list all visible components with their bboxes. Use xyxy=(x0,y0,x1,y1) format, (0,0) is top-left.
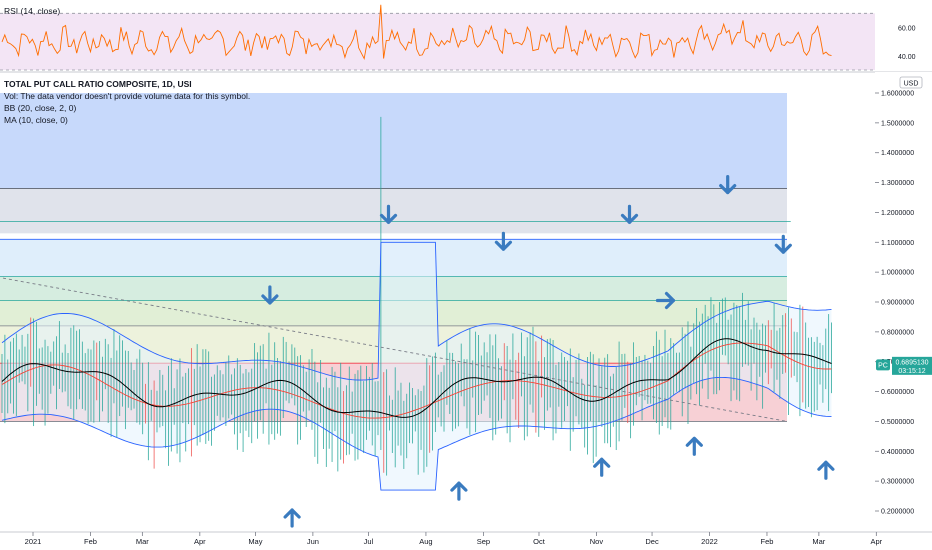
arrow-shape xyxy=(261,285,279,305)
right-arrow-icon xyxy=(655,291,676,310)
last-price-value: 0.6895130 xyxy=(895,359,928,366)
y-tick-label: 0.6000000 xyxy=(881,389,914,396)
y-tick-label: 1.1000000 xyxy=(881,240,914,247)
time-axis[interactable]: 2021 Feb Mar Apr May Jun Jul Aug Sep Oct Nov Dec 202… xyxy=(0,531,932,550)
up-arrow-icon xyxy=(593,457,611,477)
y-tick-label: 1.6000000 xyxy=(881,91,914,98)
y-tick-label: 0.9000000 xyxy=(881,300,914,307)
x-tick-label: Sep xyxy=(477,537,490,546)
red-average-line xyxy=(1,342,832,419)
dashed-trendline xyxy=(2,277,788,422)
down-arrow-icon xyxy=(774,234,792,254)
arrow-shape xyxy=(685,436,703,456)
arrow-shape xyxy=(655,291,676,310)
y-tick-label: 0.4000000 xyxy=(881,449,914,456)
down-arrow-icon xyxy=(379,204,398,224)
last-price-tag: PC 0.6895130 03:15:12 xyxy=(876,356,932,375)
price-tag-label: PC xyxy=(878,362,888,369)
x-tick-label: Oct xyxy=(533,537,546,546)
y-tick-label: 1.0000000 xyxy=(881,270,914,277)
bollinger-label: BB (20, close, 2, 0) xyxy=(4,103,77,113)
y-tick-label: 0.5000000 xyxy=(881,419,914,426)
down-arrow-icon xyxy=(620,204,639,224)
x-tick-label: Mar xyxy=(812,537,825,546)
down-arrow-icon xyxy=(494,231,512,251)
x-tick-label: Jun xyxy=(307,537,319,546)
y-tick-label: 1.2000000 xyxy=(881,210,914,217)
x-tick-label: 2022 xyxy=(701,537,718,546)
y-tick-label: 0.8000000 xyxy=(881,329,914,336)
ratio-bars xyxy=(1,116,832,476)
arrow-shape xyxy=(817,460,835,480)
shaded-zone xyxy=(0,93,788,189)
rsi-tick-label: 60.00 xyxy=(898,26,916,33)
x-tick-label: 2021 xyxy=(25,537,42,546)
x-tick-label: Nov xyxy=(590,537,604,546)
x-tick-label: Dec xyxy=(645,537,659,546)
y-tick-label: 0.2000000 xyxy=(881,509,914,516)
y-tick-label: 1.4000000 xyxy=(881,150,914,157)
currency-label[interactable]: USD xyxy=(904,81,919,88)
annotation-arrows xyxy=(261,175,835,528)
rsi-band xyxy=(0,13,875,71)
x-tick-label: Aug xyxy=(419,537,432,546)
down-arrow-icon xyxy=(719,175,737,195)
arrow-shape xyxy=(620,204,639,224)
y-tick-label: 1.5000000 xyxy=(881,120,914,127)
rsi-series-line xyxy=(1,4,832,60)
arrow-shape xyxy=(379,204,398,224)
volume-note: Vol: The data vendor doesn't provide vol… xyxy=(4,91,251,101)
price-axis[interactable]: 1.6000000 1.5000000 1.4000000 1.3000000 1.20… xyxy=(875,72,932,532)
arrow-shape xyxy=(774,234,792,254)
y-tick-label: 0.3000000 xyxy=(881,479,914,486)
x-tick-label: May xyxy=(248,537,262,546)
down-arrow-icon xyxy=(261,285,279,305)
arrow-shape xyxy=(450,481,468,501)
bollinger-upper-line xyxy=(1,241,832,381)
arrow-shape xyxy=(593,457,611,477)
x-tick-label: Apr xyxy=(194,537,206,546)
x-tick-label: Feb xyxy=(760,537,773,546)
arrow-shape xyxy=(494,231,512,251)
arrow-shape xyxy=(283,508,301,528)
rsi-title: RSI (14, close) xyxy=(4,6,61,16)
up-arrow-icon xyxy=(450,481,468,501)
shaded-zone xyxy=(0,188,788,234)
up-arrow-icon xyxy=(685,436,703,456)
up-arrow-icon xyxy=(817,460,835,480)
x-tick-label: Feb xyxy=(84,537,97,546)
last-price-countdown: 03:15:12 xyxy=(898,368,925,375)
moving-average-line xyxy=(1,338,832,418)
bollinger-band-fill xyxy=(2,242,832,491)
rsi-tick-label: 40.00 xyxy=(898,54,916,61)
x-tick-label: Mar xyxy=(136,537,149,546)
up-arrow-icon xyxy=(283,508,301,528)
chart-title: TOTAL PUT CALL RATIO COMPOSITE, 1D, USI xyxy=(4,79,192,89)
x-tick-label: Jul xyxy=(364,537,374,546)
y-tick-label: 1.3000000 xyxy=(881,180,914,187)
moving-average-label: MA (10, close, 0) xyxy=(4,115,68,125)
arrow-shape xyxy=(719,175,737,195)
bollinger-lower-line xyxy=(1,376,832,491)
main-pane xyxy=(0,93,835,528)
x-tick-label: Apr xyxy=(870,537,882,546)
rsi-pane: 60.00 40.00 xyxy=(0,4,916,71)
